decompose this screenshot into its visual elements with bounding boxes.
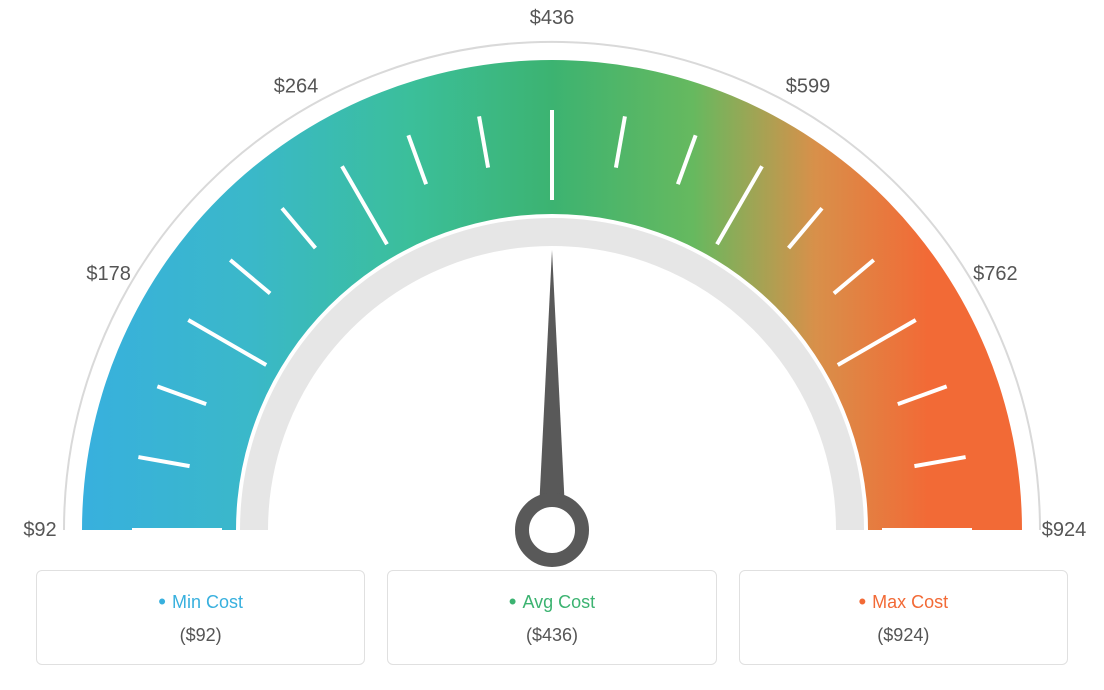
legend-card-avg: Avg Cost ($436): [387, 570, 716, 665]
needle-hub: [522, 500, 582, 560]
gauge-chart: $92 $178 $264 $436 $599 $762 $924: [0, 0, 1104, 570]
gauge-svg: $92 $178 $264 $436 $599 $762 $924: [0, 0, 1104, 570]
legend-label-avg: Avg Cost: [388, 589, 715, 615]
legend-row: Min Cost ($92) Avg Cost ($436) Max Cost …: [0, 570, 1104, 685]
legend-card-min: Min Cost ($92): [36, 570, 365, 665]
tick-label: $92: [23, 519, 56, 541]
tick-label: $762: [973, 263, 1018, 285]
legend-label-min: Min Cost: [37, 589, 364, 615]
legend-value-avg: ($436): [388, 625, 715, 646]
needle: [538, 250, 566, 530]
tick-label: $178: [86, 263, 131, 285]
legend-value-min: ($92): [37, 625, 364, 646]
tick-label: $436: [530, 7, 575, 29]
legend-label-max: Max Cost: [740, 589, 1067, 615]
tick-label: $599: [786, 76, 831, 98]
legend-value-max: ($924): [740, 625, 1067, 646]
tick-label: $924: [1042, 519, 1087, 541]
tick-label: $264: [274, 76, 319, 98]
legend-card-max: Max Cost ($924): [739, 570, 1068, 665]
